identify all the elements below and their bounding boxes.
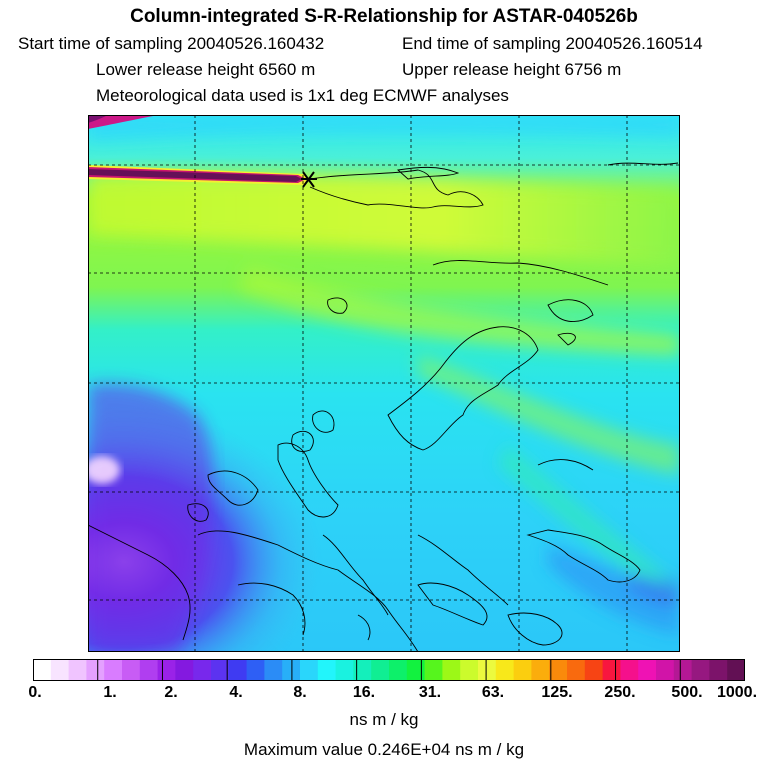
sensitivity-map [88,115,680,652]
colorbar-swatch [495,659,515,681]
upper-height-label: Upper release height 6756 m [402,60,622,79]
colorbar-swatch [139,659,159,681]
colorbar-swatch [513,659,532,681]
colorbar-swatch [317,659,337,681]
colorbar-tick-label: 125. [541,684,573,701]
colorbar-swatch [602,659,621,681]
colorbar-swatch [68,659,87,681]
colorbar-swatch [567,659,586,681]
colorbar-tick-label: 63. [481,684,505,701]
colorbar-swatch [727,659,745,681]
colorbar-tick-label: 31. [418,684,442,701]
colorbar-swatch [442,659,461,681]
colorbar-swatch [549,659,568,681]
colorbar-swatch [691,659,710,681]
colorbar-tick-label: 1000. [716,684,758,701]
colorbar-swatch [656,659,675,681]
start-time-label: Start time of sampling 20040526.160432 [18,34,325,53]
colorbar-swatch [371,659,390,681]
colorbar-swatch [584,659,604,681]
colorbar-swatch [282,659,301,681]
colorbar-unit-label: ns m / kg [349,710,419,729]
colorbar-frame [33,659,745,681]
colorbar-swatch [50,659,70,681]
colorbar-swatch [353,659,372,681]
figure-title: Column-integrated S-R-Relationship for A… [130,6,638,27]
colorbar-swatch [246,659,265,681]
met-data-label: Meteorological data used is 1x1 deg ECMW… [96,86,509,105]
colorbar-swatch [389,659,408,681]
colorbar-swatch [211,659,230,681]
colorbar-tick-label: 500. [671,684,703,701]
colorbar-swatch [300,659,319,681]
colorbar-swatch [673,659,693,681]
colorbar-swatch [531,659,550,681]
colorbar-swatch [424,659,443,681]
coastlines [88,162,679,652]
colorbar-swatch [264,659,283,681]
colorbar-swatch [709,659,728,681]
colorbar-tick-label: 2. [164,684,178,701]
colorbar-swatch [104,659,123,681]
colorbar-tick-label: 8. [293,684,307,701]
colorbar-swatch [638,659,657,681]
colorbar-swatch [86,659,105,681]
colorbar-swatch [33,659,52,681]
colorbar-tick-label: 0. [28,684,42,701]
colorbar-swatch [478,659,497,681]
lat-lon-grid [88,115,680,652]
end-time-label: End time of sampling 20040526.160514 [402,34,703,53]
colorbar-swatch [175,659,194,681]
colorbar-swatch [620,659,639,681]
colorbar-tick-label: 1. [103,684,117,701]
colorbar-tick-label: 4. [229,684,243,701]
colorbar-swatch [335,659,354,681]
colorbar-swatch [406,659,426,681]
colorbar-swatch [460,659,479,681]
maximum-value-label: Maximum value 0.246E+04 ns m / kg [243,740,525,759]
lower-height-label: Lower release height 6560 m [96,60,316,79]
colorbar-swatch [122,659,141,681]
colorbar-swatch [228,659,248,681]
colorbar-tick-label: 250. [604,684,636,701]
colorbar [33,659,745,681]
colorbar-swatch [157,659,176,681]
colorbar-tick-label: 16. [352,684,376,701]
colorbar-swatch [193,659,212,681]
